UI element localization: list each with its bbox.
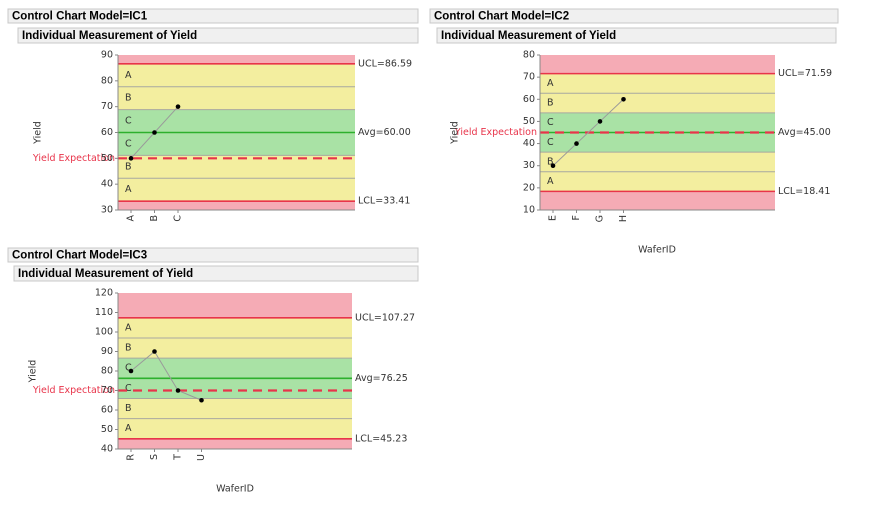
y-axis-label: Yield	[33, 121, 44, 145]
y-axis-label: Yield	[450, 121, 461, 145]
data-line	[130, 350, 202, 401]
data-point	[152, 130, 157, 135]
y-tick-label: 60	[101, 127, 113, 138]
y-tick-label: 90	[101, 346, 113, 357]
subheader-box	[17, 27, 419, 44]
y-tick-label: 30	[523, 160, 535, 171]
zone-label: A	[125, 70, 132, 81]
data-point	[597, 119, 603, 124]
x-tick-label: E	[548, 215, 559, 221]
zone-label: A	[125, 423, 132, 434]
y-tick-label: 120	[95, 288, 113, 299]
y-tick-label: 40	[101, 179, 113, 190]
y-axis-label: Yield	[28, 360, 39, 384]
y-tick-label: 20	[523, 182, 535, 193]
zone-label: B	[125, 403, 132, 414]
y-tick-label: 50	[101, 424, 113, 435]
x-axis-label: WaferID	[216, 484, 254, 495]
data-point	[152, 349, 157, 354]
data-point	[175, 388, 181, 393]
data-point	[128, 368, 134, 374]
header-box	[7, 247, 419, 263]
x-tick-label: F	[571, 215, 582, 220]
avg-label: Avg=60.00	[358, 127, 411, 138]
y-tick-label: 70	[101, 101, 113, 112]
x-tick-label: G	[595, 215, 606, 222]
x-tick-label: R	[126, 454, 137, 461]
zone-label: A	[125, 184, 132, 195]
zone-label: A	[125, 322, 132, 333]
data-point	[550, 163, 556, 169]
zone-label: C	[125, 116, 132, 127]
data-line	[552, 98, 624, 167]
zone-label: B	[547, 98, 554, 109]
data-point	[199, 397, 204, 403]
y-tick-label: 40	[523, 138, 535, 149]
subheader-title: Individual Measurement of Yield	[441, 30, 616, 42]
zone-label: C	[547, 117, 554, 128]
zone-label: C	[125, 383, 132, 394]
x-tick-label: T	[173, 454, 184, 461]
y-tick-label: 100	[95, 327, 113, 338]
y-tick-label: 70	[523, 72, 535, 83]
avg-label: Avg=45.00	[778, 127, 831, 138]
avg-label: Avg=76.25	[355, 373, 408, 384]
ucl-label: UCL=86.59	[358, 58, 412, 69]
y-tick-label: 70	[101, 385, 113, 396]
x-tick-label: A	[126, 215, 137, 222]
subheader-box	[13, 265, 419, 282]
header-title: Control Chart Model=IC3	[12, 250, 147, 262]
reference-label: Yield Expectation	[32, 385, 115, 396]
y-tick-label: 50	[523, 116, 535, 127]
subheader-title: Individual Measurement of Yield	[22, 30, 197, 42]
zone-label: C	[125, 363, 132, 374]
zone-label: B	[125, 343, 132, 354]
data-point	[574, 141, 579, 146]
y-tick-label: 10	[523, 205, 535, 216]
y-tick-label: 80	[101, 366, 113, 377]
y-tick-label: 80	[101, 75, 113, 86]
header-box	[429, 8, 839, 24]
y-tick-label: 40	[101, 444, 113, 455]
y-tick-label: 30	[101, 205, 113, 216]
x-tick-label: S	[149, 454, 160, 460]
subheader-box	[436, 27, 837, 44]
y-tick-label: 110	[95, 307, 113, 318]
zone-label: A	[547, 78, 554, 89]
zone-label: B	[547, 156, 554, 167]
data-point	[175, 104, 181, 109]
x-axis-label: WaferID	[638, 245, 676, 256]
x-tick-label: U	[196, 454, 207, 461]
zone-label: B	[125, 93, 132, 104]
zone-label: C	[547, 137, 554, 148]
lcl-label: LCL=33.41	[358, 196, 410, 207]
ucl-label: UCL=71.59	[778, 68, 832, 79]
header-box	[7, 8, 419, 24]
x-tick-label: H	[618, 215, 629, 222]
data-point	[621, 96, 626, 102]
y-tick-label: 80	[523, 50, 535, 61]
data-point	[128, 156, 134, 161]
reference-label: Yield Expectation	[32, 153, 115, 164]
zone-label: B	[125, 161, 132, 172]
ucl-label: UCL=107.27	[355, 312, 415, 323]
x-tick-label: B	[149, 215, 160, 222]
subheader-title: Individual Measurement of Yield	[18, 268, 193, 280]
y-tick-label: 60	[101, 405, 113, 416]
zone-label: A	[547, 176, 554, 187]
y-tick-label: 90	[101, 50, 113, 61]
lcl-label: LCL=18.41	[778, 186, 830, 197]
y-tick-label: 60	[523, 94, 535, 105]
y-tick-label: 50	[101, 153, 113, 164]
zone-label: C	[125, 138, 132, 149]
reference-label: Yield Expectation	[454, 127, 537, 138]
header-title: Control Chart Model=IC2	[434, 11, 569, 23]
lcl-label: LCL=45.23	[355, 433, 407, 444]
x-tick-label: C	[173, 215, 184, 222]
header-title: Control Chart Model=IC1	[12, 11, 148, 23]
